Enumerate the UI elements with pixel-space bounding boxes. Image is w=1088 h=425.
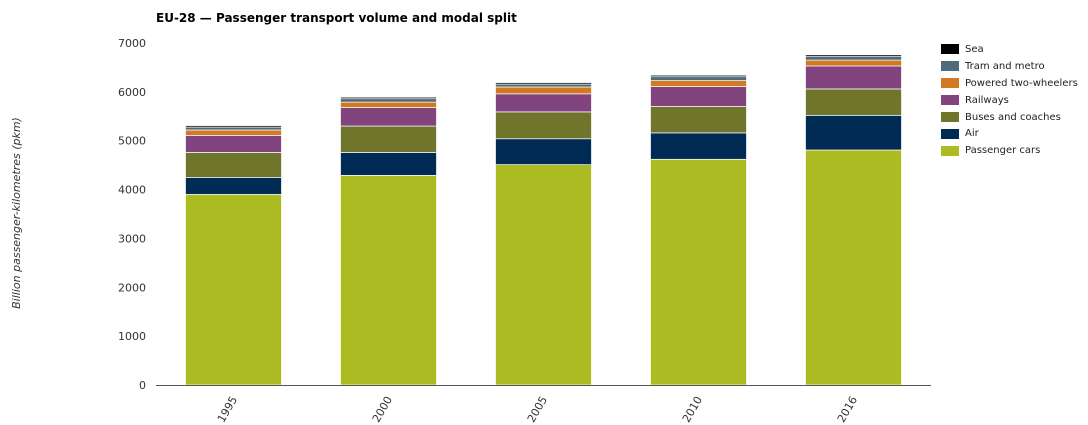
legend-item: Buses and coaches — [941, 109, 1078, 126]
y-tick-label: 1000 — [118, 330, 146, 343]
y-tick-label: 4000 — [118, 184, 146, 197]
bar-segment — [495, 82, 592, 85]
bar-segment — [650, 74, 747, 78]
bar-segment — [650, 106, 747, 134]
bar-segment — [340, 98, 437, 103]
legend-label: Powered two-wheelers — [965, 77, 1078, 89]
x-tick-label: 2016 — [835, 394, 860, 425]
bar-segment — [805, 65, 902, 90]
legend-swatch — [941, 44, 959, 55]
bar-segment — [650, 132, 747, 160]
y-tick-label: 2000 — [118, 281, 146, 294]
bar-segment — [340, 152, 437, 176]
bar-segment — [495, 138, 592, 166]
legend-item: Powered two-wheelers — [941, 75, 1078, 92]
bar-segment — [495, 93, 592, 113]
bars — [185, 54, 902, 386]
legend-label: Railways — [965, 94, 1009, 106]
bar-segment — [495, 83, 592, 88]
bar-segment — [340, 101, 437, 108]
legend-swatch — [941, 95, 959, 106]
x-tick-label: 1995 — [215, 394, 240, 425]
bar-segment — [185, 152, 282, 178]
y-tick-label: 3000 — [118, 232, 146, 245]
legend-item: Passenger cars — [941, 142, 1078, 159]
bar-segment — [805, 55, 902, 61]
bar-segment — [340, 175, 437, 386]
bar-segment — [185, 177, 282, 195]
legend-item: Sea — [941, 41, 1078, 58]
bar-segment — [805, 54, 902, 57]
bar-segment — [650, 76, 747, 81]
y-axis-title: Billion passenger-kilometres (pkm) — [10, 117, 23, 309]
y-tick-label: 7000 — [118, 37, 146, 50]
y-tick-label: 0 — [139, 379, 146, 392]
bar-segment — [805, 88, 902, 116]
legend-label: Tram and metro — [965, 60, 1045, 72]
bar-segment — [495, 111, 592, 140]
legend-label: Sea — [965, 43, 984, 55]
bar-segment — [185, 134, 282, 153]
legend-swatch — [941, 61, 959, 72]
bar-segment — [185, 194, 282, 386]
legend: Sea Tram and metro Powered two-wheelers Rai… — [941, 41, 1078, 159]
chart-title: EU-28 — Passenger transport volume and m… — [156, 11, 517, 25]
legend-label: Buses and coaches — [965, 111, 1061, 123]
bar-segment — [805, 114, 902, 151]
bar-segment — [495, 164, 592, 386]
x-tick-label: 2010 — [680, 394, 705, 425]
bar-segment — [805, 149, 902, 386]
legend-label: Passenger cars — [965, 145, 1041, 157]
bar-segment — [185, 126, 282, 131]
y-tick-label: 5000 — [118, 135, 146, 148]
legend-item: Air — [941, 125, 1078, 142]
x-tick-label: 2005 — [525, 394, 550, 425]
x-axis: 1995 2000 2005 2010 2016 — [156, 385, 931, 425]
bar-segment — [340, 125, 437, 153]
x-tick-label: 2000 — [370, 394, 395, 425]
bar-segment — [495, 86, 592, 95]
legend-swatch — [941, 145, 959, 156]
bar-segment — [340, 107, 437, 127]
legend-swatch — [941, 78, 959, 89]
legend-item: Railways — [941, 92, 1078, 109]
legend-item: Tram and metro — [941, 58, 1078, 75]
legend-label: Air — [965, 128, 979, 140]
y-axis: 0 1000 2000 3000 4000 5000 6000 7000 — [118, 37, 146, 392]
bar-segment — [805, 59, 902, 67]
bar-segment — [185, 129, 282, 136]
legend-swatch — [941, 112, 959, 122]
legend-swatch — [941, 128, 959, 139]
bar-segment — [185, 125, 282, 128]
bar-segment — [650, 158, 747, 386]
bar-segment — [340, 96, 437, 100]
bar-segment — [650, 80, 747, 87]
bar-segment — [650, 86, 747, 107]
y-tick-label: 6000 — [118, 86, 146, 99]
